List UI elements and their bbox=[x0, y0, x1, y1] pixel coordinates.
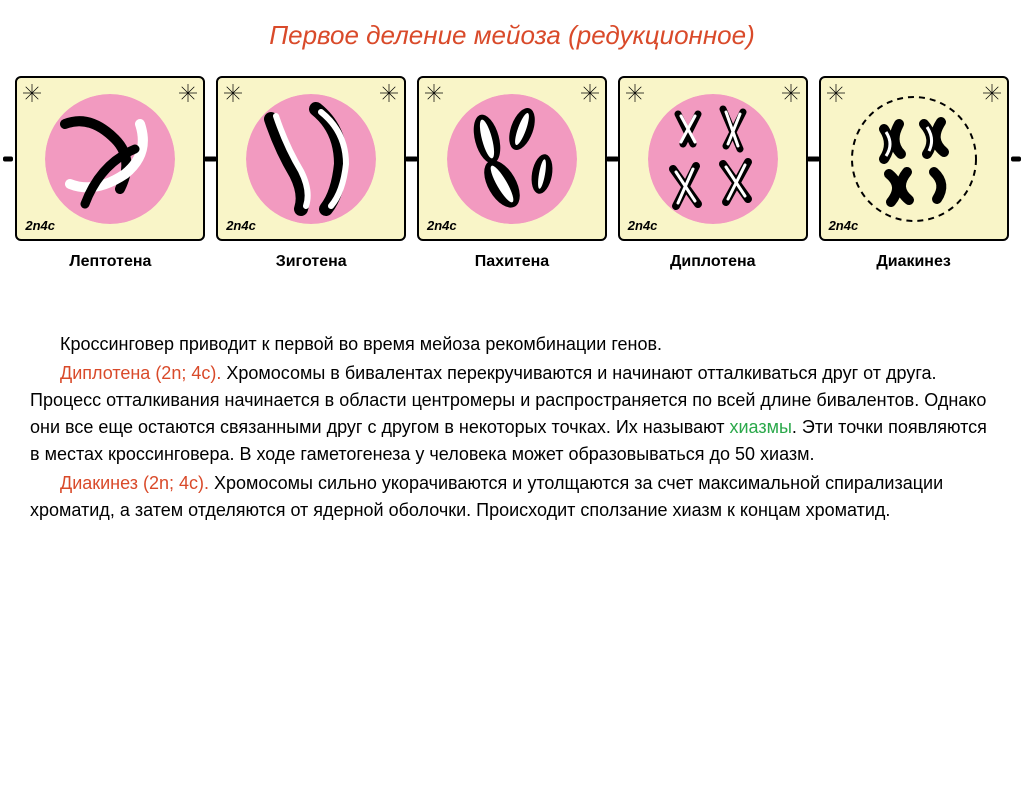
stage-zygotene: 2n4c bbox=[216, 76, 406, 241]
highlight-chiasma: хиазмы bbox=[729, 417, 791, 437]
centriole-icon bbox=[3, 156, 13, 161]
body-text: Кроссинговер приводит к первой во время … bbox=[0, 331, 1024, 524]
paragraph-2: Диплотена (2n; 4c). Хромосомы в бивалент… bbox=[30, 360, 994, 468]
text-span: Кроссинговер приводит к первой во время … bbox=[60, 334, 662, 354]
centriole-icon bbox=[204, 156, 214, 161]
centrosome-icon bbox=[782, 84, 800, 102]
centrosome-icon bbox=[983, 84, 1001, 102]
paragraph-1: Кроссинговер приводит к первой во время … bbox=[30, 331, 994, 358]
stage-diplotene: 2n4c bbox=[618, 76, 808, 241]
stage-diakinesis: 2n4c bbox=[819, 76, 1009, 241]
stage-leptotene: 2n4c bbox=[15, 76, 205, 241]
cell-nucleus bbox=[45, 94, 175, 224]
ploidy-label: 2n4c bbox=[226, 218, 256, 233]
centriole-icon bbox=[606, 156, 616, 161]
centrosome-icon bbox=[380, 84, 398, 102]
cell-nucleus bbox=[849, 94, 979, 224]
ploidy-label: 2n4c bbox=[25, 218, 55, 233]
ploidy-label: 2n4c bbox=[427, 218, 457, 233]
stages-row: 2n4c 2n4c bbox=[0, 76, 1024, 241]
title-text: Первое деление мейоза (редукционное) bbox=[269, 20, 754, 50]
stage-labels-row: Лептотена Зиготена Пахитена Диплотена Ди… bbox=[0, 253, 1024, 271]
paragraph-3: Диакинез (2n; 4c). Хромосомы сильно укор… bbox=[30, 470, 994, 524]
stage-label: Пахитена bbox=[417, 253, 607, 271]
highlight-diplotena: Диплотена (2n; 4c). bbox=[60, 363, 221, 383]
centrosome-icon bbox=[425, 84, 443, 102]
centrosome-icon bbox=[581, 84, 599, 102]
centrosome-icon bbox=[827, 84, 845, 102]
ploidy-label: 2n4c bbox=[829, 218, 859, 233]
highlight-diakinesis: Диакинез (2n; 4c). bbox=[60, 473, 209, 493]
cell-nucleus bbox=[648, 94, 778, 224]
cell-nucleus bbox=[447, 94, 577, 224]
centriole-icon bbox=[1011, 156, 1021, 161]
stage-label: Диплотена bbox=[618, 253, 808, 271]
centrosome-icon bbox=[626, 84, 644, 102]
centriole-icon bbox=[807, 156, 817, 161]
stage-label: Зиготена bbox=[216, 253, 406, 271]
stage-label: Диакинез bbox=[819, 253, 1009, 271]
page-title: Первое деление мейоза (редукционное) bbox=[0, 20, 1024, 51]
stage-pachytene: 2n4c bbox=[417, 76, 607, 241]
stage-label: Лептотена bbox=[15, 253, 205, 271]
centrosome-icon bbox=[23, 84, 41, 102]
centriole-icon bbox=[405, 156, 415, 161]
ploidy-label: 2n4c bbox=[628, 218, 658, 233]
cell-nucleus bbox=[246, 94, 376, 224]
centrosome-icon bbox=[179, 84, 197, 102]
centrosome-icon bbox=[224, 84, 242, 102]
